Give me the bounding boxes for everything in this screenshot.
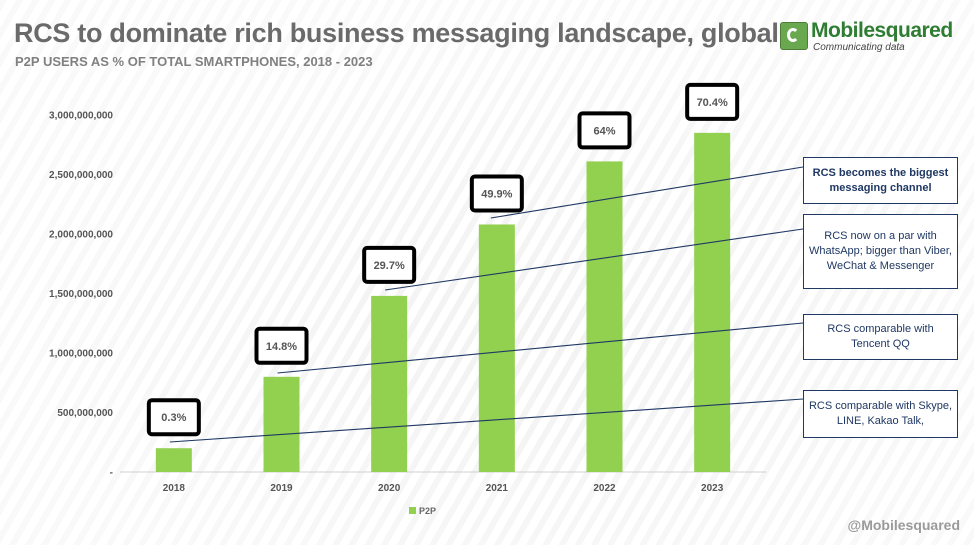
annotation-connector-line [277,322,804,374]
data-label-callout [469,174,524,213]
footer-handle: @Mobilesquared [847,517,960,533]
data-label: 70.4% [697,97,728,109]
annotation-tencent-qq: RCS comparable with Tencent QQ [803,314,958,360]
y-tick-label: 2,500,000,000 [49,170,113,181]
data-label-callout [685,82,740,121]
bar [263,376,300,472]
data-label-callout [254,326,309,365]
x-tick-label: 2022 [593,483,616,494]
legend-label: P2P [419,506,436,516]
page-title: RCS to dominate rich business messaging … [14,18,779,48]
annotation-connector-line [169,398,804,443]
y-tick-label: 1,000,000,000 [49,349,113,360]
annotation-whatsapp-parity: RCS now on a par with WhatsApp; bigger t… [803,214,958,289]
y-tick-label: - [110,468,113,479]
legend-swatch [409,507,416,514]
data-label-callout [146,398,201,437]
page-subtitle: P2P USERS AS % OF TOTAL SMARTPHONES, 201… [15,54,373,69]
data-label: 64% [593,125,615,137]
x-tick-label: 2021 [486,483,509,494]
logo-tagline: Communicating data [813,42,905,53]
bar [586,161,623,472]
data-label-callout [577,111,632,150]
y-tick-label: 1,500,000,000 [49,289,113,300]
x-tick-label: 2020 [378,483,401,494]
data-label: 14.8% [266,341,297,353]
logo-name: Mobilesquared [811,19,953,42]
x-tick-label: 2023 [701,483,724,494]
data-label-callout [362,245,417,284]
brand-logo: Mobilesquared Communicating data [780,18,960,58]
data-label: 29.7% [374,260,405,272]
y-tick-label: 2,000,000,000 [49,230,113,241]
bar [371,295,408,472]
annotation-connector-line [385,228,804,291]
bar [155,448,192,472]
y-tick-label: 3,000,000,000 [49,111,113,122]
x-tick-label: 2019 [270,483,293,494]
bar [478,224,515,472]
y-tick-label: 500,000,000 [57,408,113,419]
x-tick-label: 2018 [163,483,186,494]
data-label: 49.9% [481,188,512,200]
logo-icon [780,22,808,50]
data-label: 0.3% [161,412,186,424]
annotation-skype-line-kakao: RCS comparable with Skype, LINE, Kakao T… [803,390,958,438]
annotation-connector-line [490,166,804,219]
bar [694,132,731,472]
annotation-biggest-channel: RCS becomes the biggest messaging channe… [803,157,958,204]
